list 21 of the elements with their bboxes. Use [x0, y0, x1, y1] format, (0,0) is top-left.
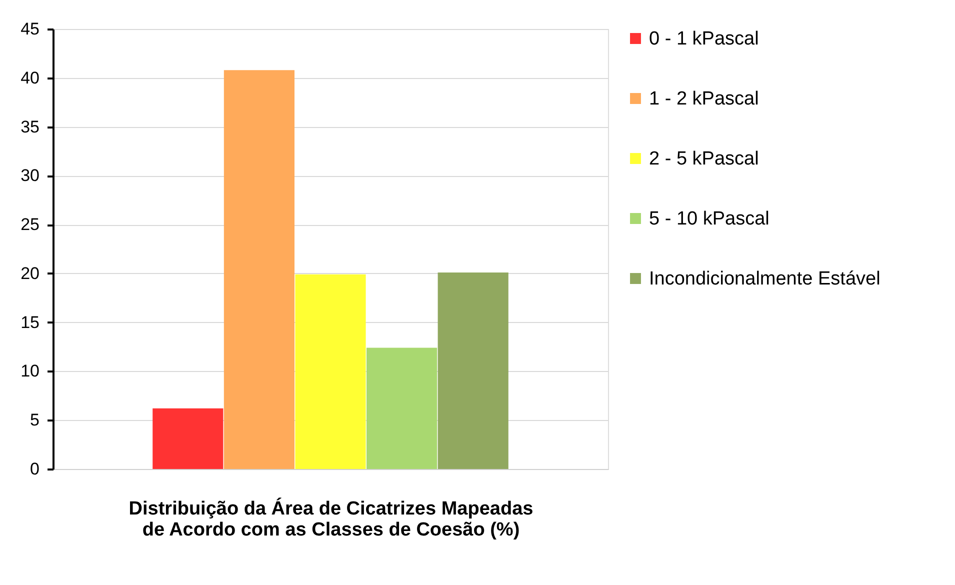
x-axis-title: Distribuição da Área de Cicatrizes Mapeadas de Acordo com as Classes de Coesão (%): [128, 498, 534, 540]
legend-label: 2 - 5 kPascal: [649, 148, 759, 170]
bar: [366, 348, 438, 469]
y-tick-label: 30: [20, 166, 40, 186]
y-tick-label: 5: [30, 410, 40, 430]
bar: [295, 274, 366, 469]
y-tick-label: 45: [20, 20, 40, 38]
legend-label: Incondicionalmente Estável: [649, 268, 880, 290]
bar: [438, 272, 508, 469]
bar: [152, 408, 224, 469]
y-tick-label: 35: [20, 117, 40, 136]
y-tick-label: 25: [20, 215, 40, 234]
y-tick-label: 0: [30, 460, 40, 478]
legend-label: 5 - 10 kPascal: [649, 208, 770, 230]
y-tick-label: 10: [20, 362, 40, 381]
y-tick-label: 15: [20, 312, 40, 332]
bar: [224, 70, 294, 469]
legend-label: 0 - 1 kPascal: [649, 28, 759, 50]
y-tick-label: 40: [20, 68, 40, 88]
y-tick-label: 20: [20, 264, 40, 283]
legend-label: 1 - 2 kPascal: [649, 88, 759, 110]
